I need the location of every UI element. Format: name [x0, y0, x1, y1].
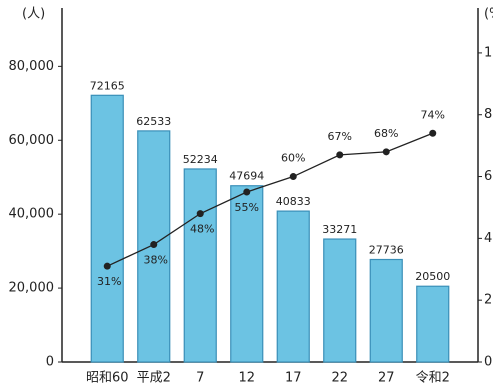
bar-value-label: 27736 — [369, 243, 404, 256]
line-point — [382, 148, 390, 156]
bar-value-label: 40833 — [276, 195, 311, 208]
line-value-label: 31% — [97, 275, 121, 288]
bar — [183, 168, 217, 363]
x-tick-label: 平成2 — [137, 371, 171, 386]
bar-value-label: 52234 — [183, 153, 218, 166]
bar — [416, 285, 450, 363]
x-tick-label: 令和2 — [416, 371, 450, 386]
line-value-label: 38% — [144, 254, 168, 267]
bar-value-label: 72165 — [90, 79, 125, 92]
x-tick-label: 17 — [285, 371, 302, 386]
line-value-label: 67% — [328, 130, 352, 143]
line-point — [150, 241, 158, 249]
x-tick-label: 27 — [378, 371, 395, 386]
bar — [323, 238, 357, 363]
bar — [369, 258, 403, 363]
y2-axis-label: (%) — [484, 7, 493, 22]
x-tick-label: 12 — [238, 371, 255, 386]
x-tick-label: 昭和60 — [86, 371, 129, 386]
y2-tick-label: 60 — [484, 169, 493, 184]
line-point — [289, 173, 297, 181]
bar-value-label: 33271 — [322, 223, 357, 236]
y2-tick-label: 40 — [484, 231, 493, 246]
x-tick-label: 7 — [196, 371, 204, 386]
line-point — [196, 210, 204, 218]
y-tick-label: 20,000 — [9, 281, 55, 296]
line-point — [103, 262, 111, 270]
bar-value-label: 47694 — [229, 170, 264, 183]
y-tick-label: 80,000 — [9, 59, 55, 74]
x-tick-label: 22 — [331, 371, 348, 386]
line-point — [336, 151, 344, 159]
bar — [90, 94, 124, 363]
y2-tick-label: 80 — [484, 107, 493, 122]
y-tick-label: 40,000 — [9, 207, 55, 222]
bar-value-label: 62533 — [136, 115, 171, 128]
bar — [276, 210, 310, 363]
line-value-label: 68% — [374, 127, 398, 140]
line-point — [429, 129, 437, 137]
y-tick-label: 0 — [46, 355, 54, 370]
y-tick-label: 60,000 — [9, 133, 55, 148]
y-axis-label: (人) — [22, 7, 45, 22]
line — [106, 132, 433, 267]
y2-tick-label: 20 — [484, 293, 493, 308]
bar-value-label: 20500 — [415, 270, 450, 283]
line-point — [243, 188, 251, 196]
y2-tick-label: 100 — [484, 45, 493, 60]
line-value-label: 60% — [281, 152, 305, 165]
bar — [230, 185, 264, 363]
line-value-label: 74% — [421, 108, 445, 121]
y2-tick-label: 0 — [484, 355, 492, 370]
line-value-label: 48% — [190, 223, 214, 236]
line-value-label: 55% — [235, 201, 259, 214]
